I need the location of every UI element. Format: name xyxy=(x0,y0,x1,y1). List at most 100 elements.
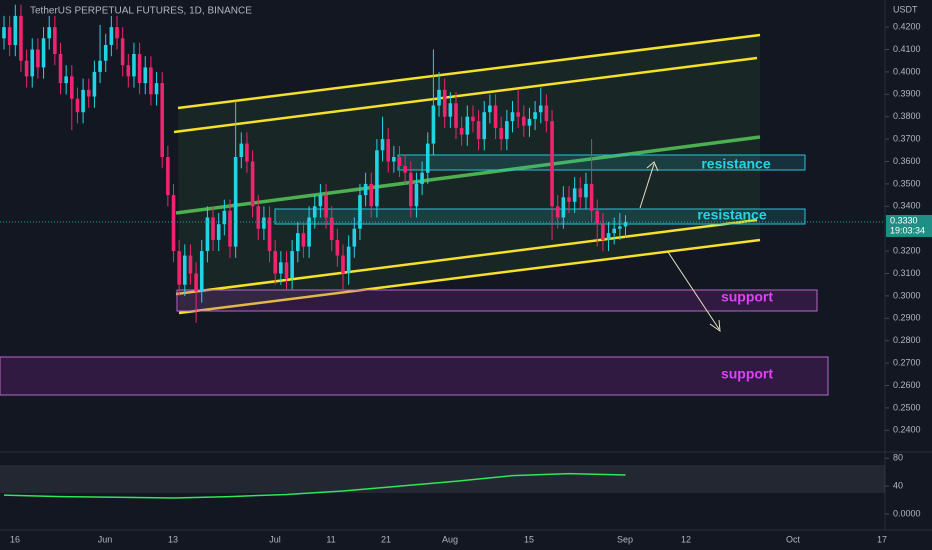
candle-body xyxy=(482,112,487,140)
candle-body xyxy=(431,105,436,144)
candle-body xyxy=(216,224,221,240)
candle-body xyxy=(81,89,85,113)
candle-body xyxy=(312,206,317,218)
candle-body xyxy=(250,161,255,207)
candle-body xyxy=(375,150,379,207)
candle-body xyxy=(324,195,328,218)
candle-body xyxy=(318,195,323,207)
candle-body xyxy=(471,116,475,122)
candle-body xyxy=(578,188,583,198)
candle-body xyxy=(211,217,215,240)
candle-body xyxy=(584,183,588,198)
candle-body xyxy=(92,71,97,97)
arrow-head xyxy=(646,161,659,172)
arrow xyxy=(639,163,655,209)
candle-body xyxy=(256,206,261,229)
candle-body xyxy=(171,195,176,252)
candle-body xyxy=(612,228,616,234)
candle-body xyxy=(437,89,441,106)
channel-line xyxy=(175,218,758,296)
candle-body xyxy=(47,27,51,39)
y-tick-label: 0.3000 xyxy=(893,290,921,300)
channel-line xyxy=(173,56,758,134)
candle-body xyxy=(120,38,125,66)
candle-body xyxy=(516,112,520,117)
candle-body xyxy=(194,273,198,292)
y-tick-label: 0.3100 xyxy=(893,268,921,278)
candle-body xyxy=(392,157,396,162)
support-box xyxy=(0,356,829,396)
candle-body xyxy=(561,197,566,218)
candle-body xyxy=(149,67,153,95)
indicator-band xyxy=(0,465,885,493)
mid-line xyxy=(175,135,761,215)
candle-body xyxy=(442,89,447,117)
support-box xyxy=(176,289,818,312)
candle-body xyxy=(267,217,272,252)
candle-body xyxy=(7,27,12,46)
candle-body xyxy=(555,206,560,218)
y-tick-label: 0.3900 xyxy=(893,89,921,99)
candle-body xyxy=(154,83,159,95)
candle-body xyxy=(115,27,119,39)
y-tick-label: 0.2700 xyxy=(893,357,921,367)
y-tick-label: 0.3200 xyxy=(893,245,921,255)
candle-body xyxy=(143,67,148,84)
candle-body xyxy=(329,217,334,240)
candle-body xyxy=(58,53,63,84)
y-tick-label: 0.2500 xyxy=(893,402,921,412)
resistance-box xyxy=(274,208,806,225)
x-tick-label: Sep xyxy=(617,534,633,544)
candle-body xyxy=(132,53,136,77)
candle-body xyxy=(199,251,204,292)
candle-body xyxy=(13,15,18,46)
candle-body xyxy=(380,139,385,151)
x-tick-label: Jun xyxy=(98,534,113,544)
candle-body xyxy=(505,121,509,140)
candle-body xyxy=(307,217,311,247)
candle-body xyxy=(233,157,238,247)
y-tick-label: 0.3800 xyxy=(893,111,921,121)
candle-body xyxy=(166,157,170,196)
candle-body xyxy=(137,53,142,84)
candle-body xyxy=(36,49,40,68)
candle-body xyxy=(538,105,543,113)
candle-body xyxy=(414,183,419,207)
candle-body xyxy=(572,188,577,202)
x-tick-label: Oct xyxy=(786,534,801,544)
candle-body xyxy=(403,165,407,173)
channel-line xyxy=(177,33,761,110)
candle-body xyxy=(109,27,114,46)
x-tick-label: Jul xyxy=(269,534,281,544)
y-tick-label: 0.2400 xyxy=(893,425,921,435)
candle-body xyxy=(70,76,74,99)
candle-body xyxy=(352,228,357,247)
last-price-label: 0.3330 xyxy=(890,215,918,225)
y-tick-label: 0.3600 xyxy=(893,156,921,166)
candle-body xyxy=(369,183,374,207)
y2-tick-label: 0.0000 xyxy=(893,508,921,518)
y-tick-label: 0.4200 xyxy=(893,21,921,31)
candle-body xyxy=(296,233,300,252)
y-tick-label: 0.4000 xyxy=(893,66,921,76)
candle-body xyxy=(205,217,210,252)
y-tick-label: 0.2600 xyxy=(893,380,921,390)
candle-body xyxy=(488,105,492,113)
candle-body xyxy=(510,112,515,122)
x-tick-label: 21 xyxy=(381,534,391,544)
candle-body xyxy=(41,38,46,68)
candle-body xyxy=(465,116,470,135)
annotation: resistance xyxy=(701,156,770,172)
candle-body xyxy=(30,49,35,77)
x-tick-label: 16 xyxy=(10,534,20,544)
annotation: resistance xyxy=(697,207,766,223)
indicator-line xyxy=(3,472,626,499)
candle-body xyxy=(64,76,68,84)
arrow xyxy=(667,251,720,330)
candle-body xyxy=(527,118,532,126)
candle-body xyxy=(284,262,289,278)
candle-body xyxy=(262,217,266,229)
candle-body xyxy=(341,255,345,274)
candle-body xyxy=(550,121,554,207)
x-tick-label: Aug xyxy=(442,534,458,544)
